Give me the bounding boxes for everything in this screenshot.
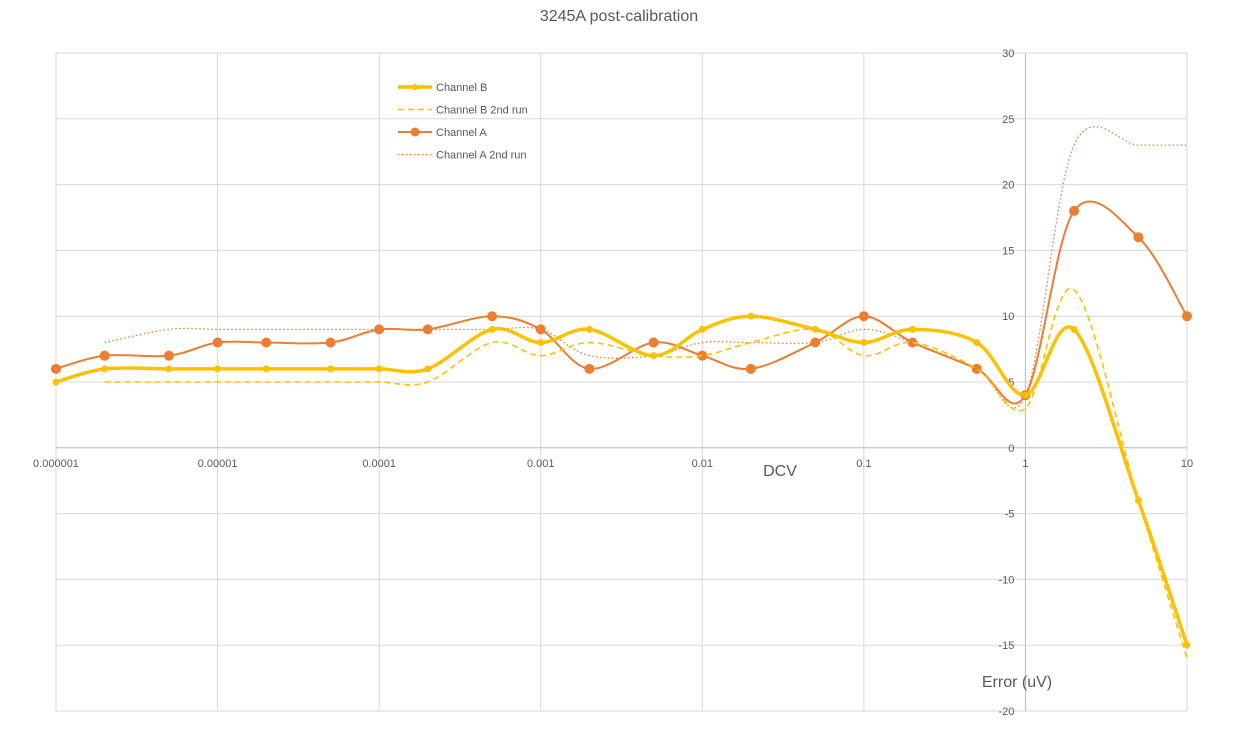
x-tick-label: 0.0001 (362, 458, 396, 470)
data-point (973, 339, 981, 347)
data-point (648, 337, 659, 348)
series-line (104, 126, 1187, 409)
y-tick-label: 0 (1008, 443, 1014, 455)
series-channel-b-2nd-run (104, 287, 1188, 659)
legend-label: Channel A (436, 127, 487, 139)
data-point (810, 337, 821, 348)
data-point (214, 365, 222, 373)
data-point (52, 378, 60, 386)
y-tick-label: -5 (1005, 509, 1015, 521)
data-point (374, 324, 385, 335)
data-point (165, 365, 173, 373)
data-point (698, 325, 706, 333)
data-point (584, 363, 595, 374)
y-tick-label: -20 (999, 706, 1015, 718)
legend-item: Channel B (398, 82, 487, 94)
x-tick-label: 0.01 (692, 458, 713, 470)
data-point (487, 311, 498, 322)
y-tick-label: -15 (999, 640, 1015, 652)
data-point (747, 312, 755, 320)
y-tick-label: -10 (999, 574, 1015, 586)
data-point (327, 365, 335, 373)
data-point (375, 365, 383, 373)
x-axis-title: DCV (763, 463, 797, 480)
series-channel-b (52, 312, 1191, 649)
data-point (745, 363, 756, 374)
data-point (1133, 232, 1144, 243)
data-point (51, 363, 61, 374)
series-line (104, 287, 1188, 659)
legend: Channel B Channel B 2nd run Channel A Chann… (398, 82, 528, 162)
data-point (535, 324, 546, 335)
series-line (55, 314, 1189, 646)
data-point (262, 365, 270, 373)
x-tick-label: 0.1 (856, 458, 871, 470)
legend-item: Channel A 2nd run (398, 150, 527, 162)
legend-label: Channel B 2nd run (436, 105, 528, 117)
y-tick-label: 5 (1008, 377, 1014, 389)
chart-title: 3245A post-calibration (539, 8, 699, 25)
data-point (1021, 391, 1029, 399)
legend-label: Channel A 2nd run (436, 150, 527, 162)
legend-label: Channel B (436, 82, 487, 94)
data-point (1069, 205, 1080, 216)
series-channel-a-2nd-run (104, 126, 1187, 409)
y-tick-label: 25 (1002, 114, 1014, 126)
gridlines (55, 52, 1188, 712)
data-point (424, 365, 432, 373)
legend-marker (410, 127, 420, 137)
data-point (101, 365, 109, 373)
y-tick-label: 20 (1002, 180, 1014, 192)
series-channel-a (51, 200, 1192, 405)
data-point (537, 339, 545, 347)
data-point (1070, 325, 1078, 333)
data-point (1182, 311, 1192, 322)
x-tick-label: 10 (1181, 458, 1193, 470)
x-tick-label: 0.00001 (198, 458, 238, 470)
x-tick-label: 1 (1022, 458, 1028, 470)
data-point (325, 337, 336, 348)
legend-item: Channel A (398, 127, 487, 139)
data-point (1134, 496, 1142, 504)
y-tick-label: 15 (1002, 245, 1014, 257)
data-point (163, 350, 174, 361)
data-point (422, 324, 433, 335)
y-axis-title: Error (uV) (982, 674, 1052, 691)
y-tick-label: 30 (1002, 48, 1014, 60)
data-point (858, 311, 869, 322)
data-point (488, 325, 496, 333)
series-line (55, 200, 1188, 405)
data-point (908, 325, 916, 333)
data-point (99, 350, 110, 361)
x-tick-label: 0.000001 (33, 458, 79, 470)
legend-item: Channel B 2nd run (398, 105, 528, 117)
data-point (212, 337, 223, 348)
legend-marker (412, 84, 418, 90)
data-point (585, 325, 593, 333)
x-tick-label: 0.001 (527, 458, 555, 470)
data-point (261, 337, 272, 348)
y-tick-label: 10 (1002, 311, 1014, 323)
data-point (650, 352, 658, 360)
data-point (860, 339, 868, 347)
data-point (811, 325, 819, 333)
data-point (1183, 641, 1191, 649)
